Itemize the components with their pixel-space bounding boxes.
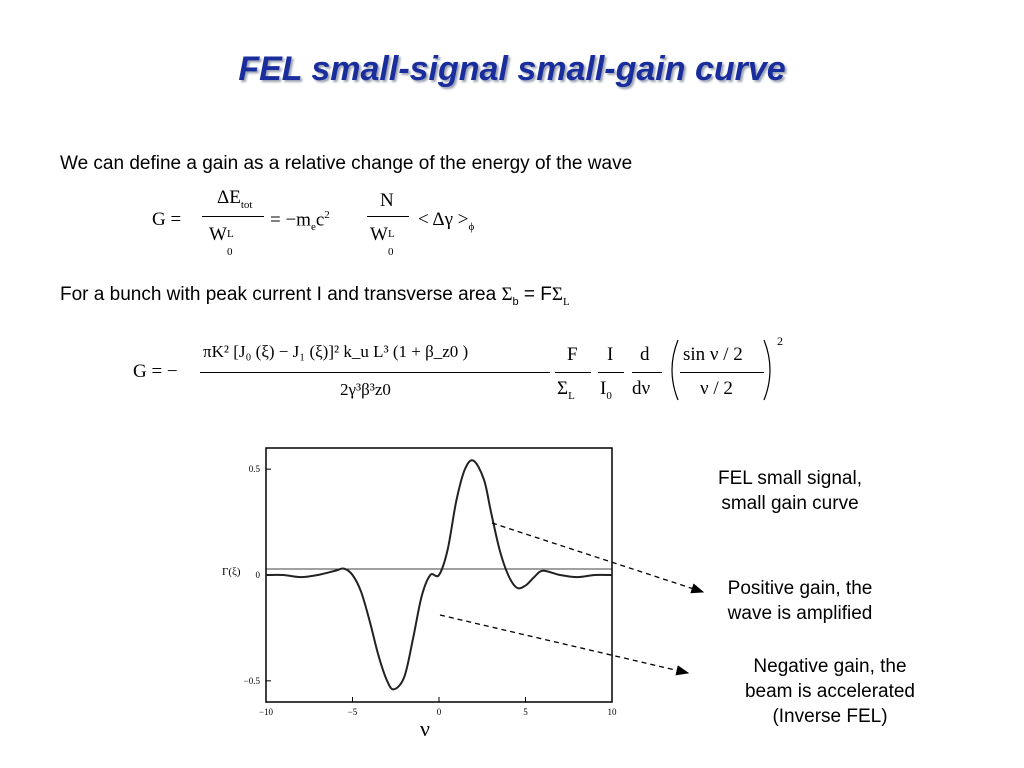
- intro-text: We can define a gain as a relative chang…: [60, 153, 633, 174]
- x-ticks: −10 −5 0 5 10: [259, 697, 617, 717]
- eq2-d-line: [632, 372, 662, 373]
- eq2-denominator: 2γ³β³z0: [340, 380, 391, 399]
- y-tick-label: −0.5: [244, 676, 261, 686]
- gain-curve-plot: −10 −5 0 5 10 0.5 0 −0.5 Γ(ξ): [222, 447, 617, 717]
- eq2-sin-numerator: sin ν / 2: [683, 344, 743, 365]
- eq2-sin-line: [680, 372, 764, 373]
- eq1-frac2-line: [367, 216, 409, 217]
- x-tick-label: −10: [259, 707, 274, 717]
- eq2-i-denominator: I0: [600, 378, 612, 402]
- x-axis-label: ν: [420, 716, 430, 741]
- y-axis-label: Γ(ξ): [222, 566, 241, 578]
- eq1-lhs: G =: [152, 209, 182, 230]
- eq1-tail: < Δγ >ϕ: [418, 209, 475, 233]
- eq1-frac1-numerator: ΔEtot: [217, 187, 253, 211]
- eq2-d-denominator: dν: [632, 378, 651, 399]
- y-tick-label: 0: [256, 570, 261, 580]
- eq2-lhs: G = −: [133, 361, 178, 382]
- eq2-f-numerator: F: [567, 344, 578, 365]
- eq2-f-denominator: ΣL: [557, 378, 575, 402]
- x-tick-label: −5: [348, 707, 358, 717]
- curve-caption: FEL small signal, small gain curve: [718, 468, 862, 514]
- bunch-text: For a bunch with peak current I and tran…: [60, 284, 570, 308]
- eq2-d-numerator: d: [640, 344, 650, 365]
- eq2-main-line: [200, 372, 550, 373]
- x-tick-label: 0: [437, 707, 442, 717]
- eq2-numerator: πK² [J₀ (ξ) − J₁ (ξ)]² k_u L³ (1 + β_z0 …: [203, 342, 469, 361]
- eq2-power: 2: [777, 334, 783, 348]
- eq2-sin-denominator: ν / 2: [700, 378, 733, 399]
- eq1-frac1-line: [202, 216, 264, 217]
- eq2-i-numerator: I: [607, 344, 614, 365]
- positive-gain-caption: Positive gain, the wave is amplified: [727, 578, 873, 624]
- eq2-parentheses: [671, 339, 771, 401]
- x-tick-label: 10: [608, 707, 618, 717]
- eq1-middle: = −mec2: [270, 209, 330, 234]
- eq2-i-line: [598, 372, 624, 373]
- y-tick-label: 0.5: [249, 464, 261, 474]
- negative-gain-caption: Negative gain, the beam is accelerated (…: [744, 656, 916, 727]
- eq2-f-line: [555, 372, 591, 373]
- x-tick-label: 5: [523, 707, 528, 717]
- eq1-frac2-numerator: N: [380, 190, 394, 211]
- slide-title: FEL small-signal small-gain curve: [238, 50, 786, 88]
